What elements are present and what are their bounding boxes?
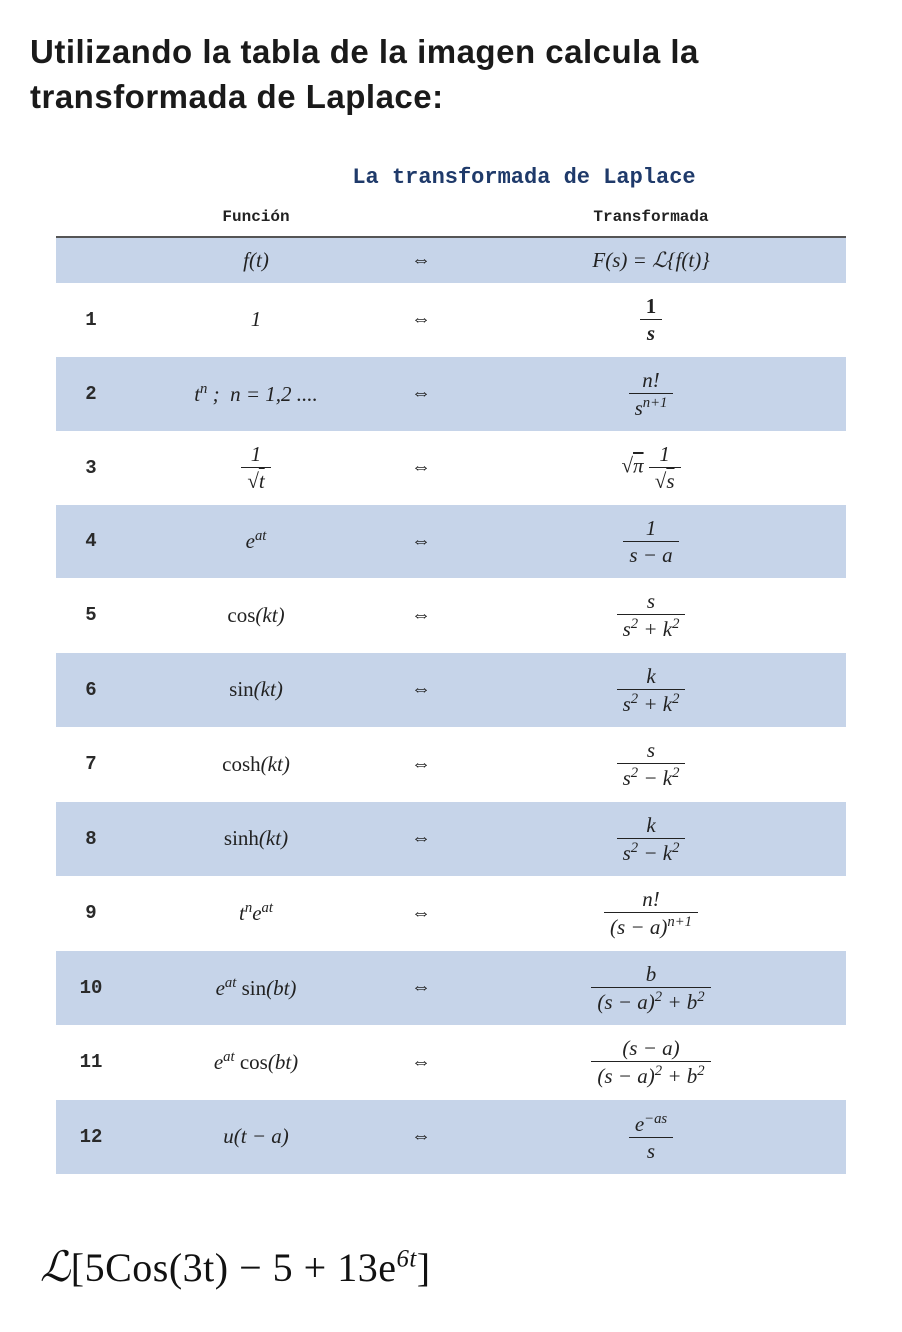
problem-exponent: 6t bbox=[396, 1246, 416, 1273]
title-line-2: transformada de Laplace: bbox=[30, 78, 444, 115]
col-header-function: Función bbox=[126, 208, 386, 226]
header-func-symbol: f(t) bbox=[126, 237, 386, 283]
row-function: eat bbox=[126, 505, 386, 579]
problem-close-bracket: ] bbox=[417, 1245, 431, 1290]
laplace-operator-symbol: ℒ bbox=[40, 1245, 71, 1291]
problem-expression: ℒ[5Cos(3t) − 5 + 13e6t] bbox=[30, 1242, 872, 1292]
row-arrow: ⇔ bbox=[386, 1100, 456, 1175]
row-number: 1 bbox=[56, 283, 126, 357]
row-transform: ks2 − k2 bbox=[456, 802, 846, 877]
row-number: 2 bbox=[56, 357, 126, 432]
table-row: 7cosh(kt)⇔ss2 − k2 bbox=[56, 727, 846, 802]
row-function: sinh(kt) bbox=[126, 802, 386, 877]
header-arrow: ⇔ bbox=[386, 237, 456, 283]
col-header-transform: Transformada bbox=[456, 208, 846, 226]
laplace-table-body: f(t)⇔F(s) = ℒ{f(t)}11⇔1s2tn ; n = 1,2 ..… bbox=[56, 237, 846, 1174]
row-transform: n!sn+1 bbox=[456, 357, 846, 432]
row-function: sin(kt) bbox=[126, 653, 386, 728]
table-row: 5cos(kt)⇔ss2 + k2 bbox=[56, 578, 846, 653]
row-arrow: ⇔ bbox=[386, 951, 456, 1026]
page-title: Utilizando la tabla de la imagen calcula… bbox=[30, 30, 872, 119]
row-function: u(t − a) bbox=[126, 1100, 386, 1175]
row-arrow: ⇔ bbox=[386, 431, 456, 505]
table-row: 4eat⇔1s − a bbox=[56, 505, 846, 579]
row-number: 5 bbox=[56, 578, 126, 653]
row-function: tneat bbox=[126, 876, 386, 951]
row-number: 11 bbox=[56, 1025, 126, 1100]
table-row: 10eat sin(bt)⇔b(s − a)2 + b2 bbox=[56, 951, 846, 1026]
row-arrow: ⇔ bbox=[386, 727, 456, 802]
problem-body: [5Cos(3t) − 5 + 13e bbox=[71, 1245, 397, 1290]
table-row: 12u(t − a)⇔e−ass bbox=[56, 1100, 846, 1175]
row-transform: 1s bbox=[456, 283, 846, 357]
table-row: 8sinh(kt)⇔ks2 − k2 bbox=[56, 802, 846, 877]
row-number: 9 bbox=[56, 876, 126, 951]
row-function: tn ; n = 1,2 .... bbox=[126, 357, 386, 432]
table-header-row: f(t)⇔F(s) = ℒ{f(t)} bbox=[56, 237, 846, 283]
row-number: 3 bbox=[56, 431, 126, 505]
row-arrow: ⇔ bbox=[386, 357, 456, 432]
row-arrow: ⇔ bbox=[386, 283, 456, 357]
row-arrow: ⇔ bbox=[386, 876, 456, 951]
row-function: 1√t bbox=[126, 431, 386, 505]
table-row: 11eat cos(bt)⇔(s − a)(s − a)2 + b2 bbox=[56, 1025, 846, 1100]
row-number: 4 bbox=[56, 505, 126, 579]
row-transform: (s − a)(s − a)2 + b2 bbox=[456, 1025, 846, 1100]
figure-caption: La transformada de Laplace bbox=[202, 165, 846, 190]
table-row: 9tneat⇔n!(s − a)n+1 bbox=[56, 876, 846, 951]
table-row: 2tn ; n = 1,2 ....⇔n!sn+1 bbox=[56, 357, 846, 432]
table-row: 6sin(kt)⇔ks2 + k2 bbox=[56, 653, 846, 728]
row-transform: √π 1√s bbox=[456, 431, 846, 505]
row-arrow: ⇔ bbox=[386, 578, 456, 653]
row-transform: ss2 + k2 bbox=[456, 578, 846, 653]
laplace-table-figure: La transformada de Laplace Función Trans… bbox=[30, 149, 872, 1182]
header-blank bbox=[56, 237, 126, 283]
row-transform: ss2 − k2 bbox=[456, 727, 846, 802]
table-row: 31√t⇔√π 1√s bbox=[56, 431, 846, 505]
figure-column-headers: Función Transformada bbox=[56, 204, 846, 236]
row-function: eat sin(bt) bbox=[126, 951, 386, 1026]
row-number: 7 bbox=[56, 727, 126, 802]
row-arrow: ⇔ bbox=[386, 505, 456, 579]
row-number: 10 bbox=[56, 951, 126, 1026]
row-arrow: ⇔ bbox=[386, 653, 456, 728]
row-number: 8 bbox=[56, 802, 126, 877]
row-transform: e−ass bbox=[456, 1100, 846, 1175]
row-transform: ks2 + k2 bbox=[456, 653, 846, 728]
row-arrow: ⇔ bbox=[386, 802, 456, 877]
row-function: eat cos(bt) bbox=[126, 1025, 386, 1100]
row-transform: 1s − a bbox=[456, 505, 846, 579]
title-line-1: Utilizando la tabla de la imagen calcula… bbox=[30, 33, 699, 70]
row-function: cosh(kt) bbox=[126, 727, 386, 802]
header-trans-symbol: F(s) = ℒ{f(t)} bbox=[456, 237, 846, 283]
row-number: 12 bbox=[56, 1100, 126, 1175]
row-transform: b(s − a)2 + b2 bbox=[456, 951, 846, 1026]
row-number: 6 bbox=[56, 653, 126, 728]
table-row: 11⇔1s bbox=[56, 283, 846, 357]
row-function: 1 bbox=[126, 283, 386, 357]
row-arrow: ⇔ bbox=[386, 1025, 456, 1100]
row-function: cos(kt) bbox=[126, 578, 386, 653]
laplace-table: f(t)⇔F(s) = ℒ{f(t)}11⇔1s2tn ; n = 1,2 ..… bbox=[56, 236, 846, 1174]
row-transform: n!(s − a)n+1 bbox=[456, 876, 846, 951]
